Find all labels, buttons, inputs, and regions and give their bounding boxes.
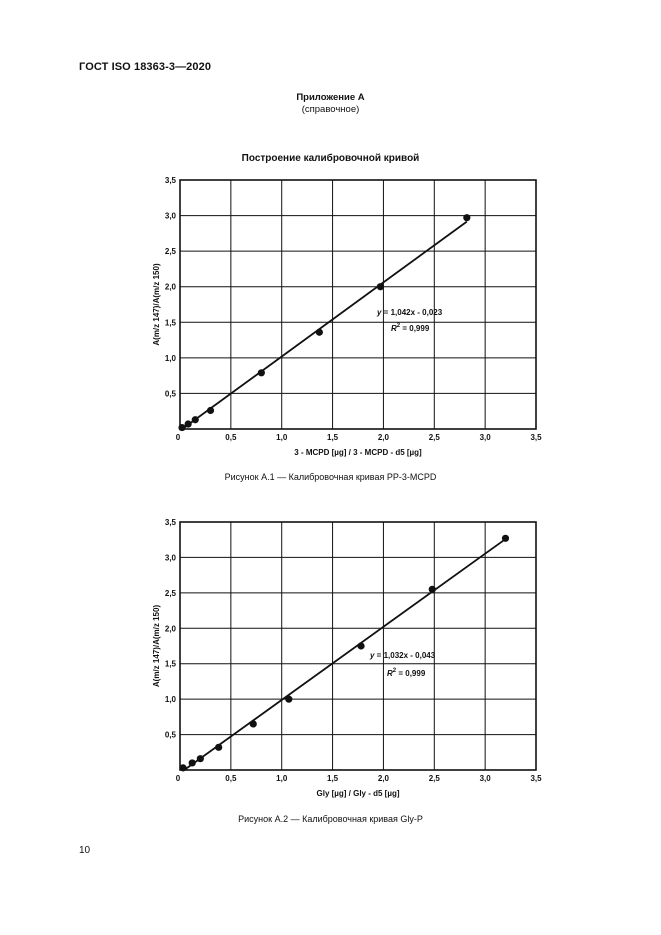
appendix-title: Приложение А [296, 92, 365, 103]
page-number: 10 [79, 845, 91, 856]
data-point [501, 534, 510, 542]
y-tick-label: 2,0 [165, 283, 177, 292]
y-tick-label: 0,5 [165, 389, 177, 398]
appendix-subtitle: (справочное) [301, 104, 360, 115]
x-tick-label: 3,5 [530, 433, 542, 442]
equation-variable: y [369, 651, 375, 660]
data-point [357, 642, 365, 650]
y-tick-label: 1,0 [165, 354, 177, 363]
data-point [206, 406, 215, 415]
y-tick-label: 1,5 [165, 318, 177, 327]
y-tick-label: 2,5 [165, 247, 177, 256]
equation-body: = 1,042x - 0,023 [381, 308, 442, 317]
y-tick-label: 2,0 [165, 624, 177, 633]
equation-variable: y [376, 308, 382, 317]
plot-frame [179, 179, 537, 430]
x-tick-label: 0 [176, 774, 181, 783]
y-axis-label: A(m/z 147)/A(m/z 150) [152, 263, 161, 346]
r-squared-label: R2 = 0,999 [391, 323, 430, 333]
r-superscript: 2 [397, 323, 401, 329]
section-title: Построение калибровочной кривой [241, 153, 420, 164]
r-squared-label: R2 = 0,999 [387, 668, 426, 678]
regression-line [183, 538, 507, 771]
x-tick-label: 2,5 [429, 774, 441, 783]
data-point [191, 416, 199, 424]
data-point [196, 755, 204, 763]
data-point [249, 720, 257, 728]
calibration-chart-pp-3-mcpd: 0 0,5 1,0 1,5 2,0 2,5 3,0 3,5 0,5 1,0 1,5 2,0 2,5 3,0… [152, 176, 542, 457]
y-tick-label: 3,5 [165, 176, 177, 185]
r-symbol: R [387, 669, 393, 678]
data-point [178, 423, 186, 432]
calibration-chart-gly-p: 0 0,5 1,0 1,5 2,0 2,5 3,0 3,5 0,5 1,0 1,5 2,0 2,5 3,0… [152, 518, 542, 798]
x-tick-label: 3,0 [480, 774, 492, 783]
data-point [376, 283, 384, 291]
data-point [179, 764, 187, 772]
y-tick-label: 0,5 [165, 731, 177, 740]
x-tick-label: 1,0 [276, 774, 288, 783]
y-tick-label: 3,0 [165, 212, 177, 221]
y-tick-label: 2,5 [165, 589, 177, 598]
y-tick-label: 3,0 [165, 553, 177, 562]
x-axis-label: Gly [µg] / Gly - d5 [µg] [317, 789, 400, 798]
x-tick-label: 2,0 [378, 774, 390, 783]
document-code: ГОСТ ISO 18363-3—2020 [79, 61, 212, 73]
data-point [285, 695, 293, 703]
x-tick-label: 3,5 [530, 774, 542, 783]
data-point [315, 328, 323, 336]
regression-equation: y = 1,032x - 0,043 [369, 651, 436, 660]
r-squared-value: = 0,999 [396, 669, 426, 678]
y-tick-label: 3,5 [165, 518, 177, 527]
x-tick-label: 1,5 [327, 433, 339, 442]
x-tick-label: 2,5 [429, 433, 441, 442]
equation-body: = 1,032x - 0,043 [374, 651, 435, 660]
x-axis-label: 3 - MCPD [µg] / 3 - MCPD - d5 [µg] [294, 448, 422, 457]
x-tick-label: 3,0 [480, 433, 492, 442]
data-point [188, 759, 196, 767]
x-tick-label: 1,5 [327, 774, 339, 783]
x-tick-label: 0 [176, 433, 181, 442]
data-point [184, 420, 192, 428]
x-tick-label: 1,0 [276, 433, 288, 442]
r-symbol: R [391, 324, 397, 333]
y-tick-label: 1,5 [165, 660, 177, 669]
data-point [428, 585, 436, 593]
figure-caption-1: Рисунок А.1 — Калибровочная кривая PP-3-… [224, 472, 437, 482]
y-axis-label: A(m/z 147)/A(m/z 150) [152, 605, 161, 688]
regression-line [181, 220, 468, 430]
data-point [257, 369, 265, 377]
plot-frame [179, 521, 537, 771]
r-superscript: 2 [393, 668, 397, 674]
figure-caption-2: Рисунок А.2 — Калибровочная кривая Gly-P [238, 814, 423, 824]
regression-equation: y = 1,042x - 0,023 [376, 308, 443, 317]
r-squared-value: = 0,999 [400, 324, 430, 333]
x-tick-label: 0,5 [225, 774, 237, 783]
y-tick-label: 1,0 [165, 695, 177, 704]
x-tick-label: 0,5 [225, 433, 237, 442]
data-point [215, 743, 223, 751]
data-point [463, 214, 471, 222]
x-tick-label: 2,0 [378, 433, 390, 442]
